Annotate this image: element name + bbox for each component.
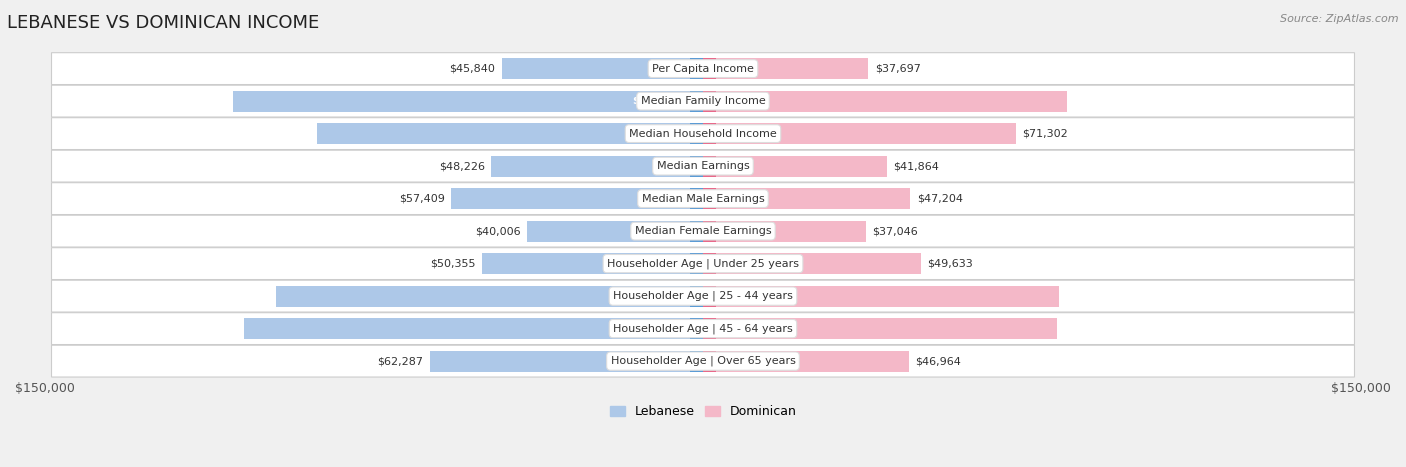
FancyBboxPatch shape [52, 183, 1354, 214]
Bar [703, 318, 716, 339]
Bar [451, 188, 703, 209]
Bar [482, 253, 703, 274]
Bar [690, 156, 703, 177]
Bar [690, 91, 703, 112]
Text: $46,964: $46,964 [915, 356, 962, 366]
Bar [502, 58, 703, 79]
Bar [703, 58, 716, 79]
Text: Median Family Income: Median Family Income [641, 96, 765, 106]
FancyBboxPatch shape [52, 248, 1354, 280]
Text: $80,623: $80,623 [706, 324, 756, 333]
FancyBboxPatch shape [52, 280, 1354, 312]
FancyBboxPatch shape [52, 313, 1354, 345]
Bar [703, 188, 910, 209]
Text: $48,226: $48,226 [439, 161, 485, 171]
Text: Median Female Earnings: Median Female Earnings [634, 226, 772, 236]
Text: Householder Age | Under 25 years: Householder Age | Under 25 years [607, 258, 799, 269]
Text: Householder Age | 45 - 64 years: Householder Age | 45 - 64 years [613, 323, 793, 334]
Bar [233, 91, 703, 112]
Text: $37,697: $37,697 [875, 64, 921, 74]
Text: $57,409: $57,409 [399, 194, 444, 204]
Bar [276, 285, 703, 307]
Bar [690, 351, 703, 372]
Text: $49,633: $49,633 [928, 259, 973, 269]
FancyBboxPatch shape [52, 118, 1354, 149]
Text: $40,006: $40,006 [475, 226, 520, 236]
Text: $71,302: $71,302 [1022, 128, 1069, 139]
Text: $47,204: $47,204 [917, 194, 963, 204]
Bar [703, 351, 716, 372]
Text: Median Household Income: Median Household Income [628, 128, 778, 139]
Bar [703, 318, 1057, 339]
Bar [703, 156, 716, 177]
Bar [243, 318, 703, 339]
Text: Median Male Earnings: Median Male Earnings [641, 194, 765, 204]
Text: Source: ZipAtlas.com: Source: ZipAtlas.com [1281, 14, 1399, 24]
FancyBboxPatch shape [52, 150, 1354, 182]
Text: $50,355: $50,355 [430, 259, 475, 269]
Bar [703, 253, 921, 274]
Bar [703, 91, 716, 112]
Text: $81,229: $81,229 [706, 291, 756, 301]
Bar [316, 123, 703, 144]
Bar [527, 220, 703, 242]
Bar [690, 318, 703, 339]
Text: $107,086: $107,086 [633, 96, 690, 106]
Text: Householder Age | 25 - 44 years: Householder Age | 25 - 44 years [613, 291, 793, 301]
Bar [703, 58, 869, 79]
Bar [703, 123, 1015, 144]
Bar [703, 220, 716, 242]
Text: $41,864: $41,864 [893, 161, 939, 171]
Bar [703, 156, 887, 177]
Text: Householder Age | Over 65 years: Householder Age | Over 65 years [610, 356, 796, 367]
Bar [703, 123, 716, 144]
Text: $45,840: $45,840 [450, 64, 495, 74]
Bar [703, 351, 910, 372]
Text: $104,734: $104,734 [634, 324, 693, 333]
Text: $82,888: $82,888 [707, 96, 758, 106]
Bar [690, 58, 703, 79]
Legend: Lebanese, Dominican: Lebanese, Dominican [605, 400, 801, 423]
Text: $62,287: $62,287 [377, 356, 423, 366]
Bar [690, 123, 703, 144]
Text: $97,339: $97,339 [638, 291, 690, 301]
Bar [690, 220, 703, 242]
FancyBboxPatch shape [52, 85, 1354, 117]
Text: $88,091: $88,091 [645, 128, 696, 139]
Bar [703, 188, 716, 209]
Bar [690, 253, 703, 274]
FancyBboxPatch shape [52, 345, 1354, 377]
Bar [703, 285, 1059, 307]
Bar [703, 220, 866, 242]
Bar [690, 188, 703, 209]
FancyBboxPatch shape [52, 53, 1354, 85]
Bar [492, 156, 703, 177]
Bar [690, 285, 703, 307]
Text: Median Earnings: Median Earnings [657, 161, 749, 171]
Bar [703, 285, 716, 307]
Bar [703, 253, 716, 274]
Text: $37,046: $37,046 [872, 226, 918, 236]
Text: Per Capita Income: Per Capita Income [652, 64, 754, 74]
FancyBboxPatch shape [52, 215, 1354, 247]
Bar [703, 91, 1067, 112]
Bar [430, 351, 703, 372]
Text: LEBANESE VS DOMINICAN INCOME: LEBANESE VS DOMINICAN INCOME [7, 14, 319, 32]
